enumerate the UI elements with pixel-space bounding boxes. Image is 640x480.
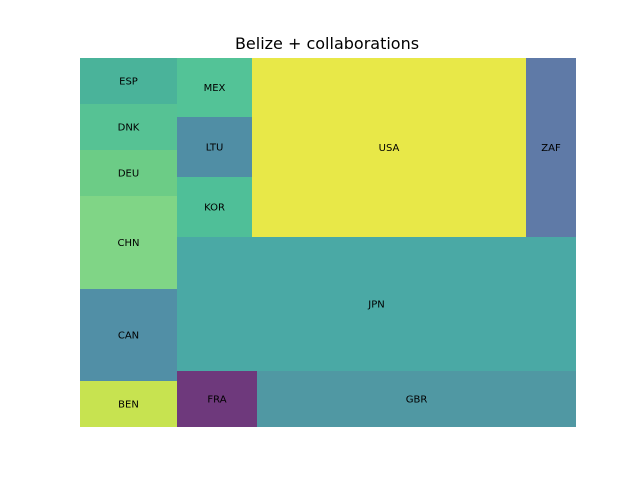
treemap-cell-ben (80, 381, 177, 427)
treemap-cell-can (80, 289, 177, 381)
chart-title: Belize + collaborations (235, 34, 419, 53)
treemap-label-jpn: JPN (367, 300, 384, 311)
treemap-label-usa: USA (379, 143, 400, 154)
treemap-cell-deu (80, 150, 177, 196)
treemap-cell-fra (177, 371, 257, 427)
treemap-label-fra: FRA (207, 395, 226, 406)
treemap-cell-ltu (177, 117, 252, 177)
treemap-cell-dnk (80, 104, 177, 150)
treemap-cell-gbr (257, 371, 576, 427)
treemap-label-ltu: LTU (206, 143, 224, 154)
treemap-cells: ESP DNK DEU CHN CAN BEN MEX LTU KOR USA ZAF JPN FRA G… (80, 58, 576, 427)
treemap-label-esp: ESP (119, 77, 138, 88)
treemap-label-dnk: DNK (118, 123, 140, 134)
treemap-cell-usa (252, 58, 526, 237)
treemap-label-ben: BEN (118, 400, 139, 411)
treemap-label-zaf: ZAF (541, 143, 561, 154)
treemap-cell-mex (177, 58, 252, 117)
treemap-cell-chn (80, 196, 177, 289)
treemap-label-kor: KOR (204, 203, 225, 214)
treemap-label-deu: DEU (118, 169, 139, 180)
treemap-cell-esp (80, 58, 177, 104)
treemap-label-chn: CHN (118, 238, 140, 249)
treemap-cell-jpn (177, 237, 576, 371)
treemap-cell-kor (177, 177, 252, 237)
treemap-cell-zaf (526, 58, 576, 237)
treemap-label-mex: MEX (204, 83, 226, 94)
treemap-label-gbr: GBR (406, 395, 428, 406)
treemap-label-can: CAN (118, 331, 139, 342)
